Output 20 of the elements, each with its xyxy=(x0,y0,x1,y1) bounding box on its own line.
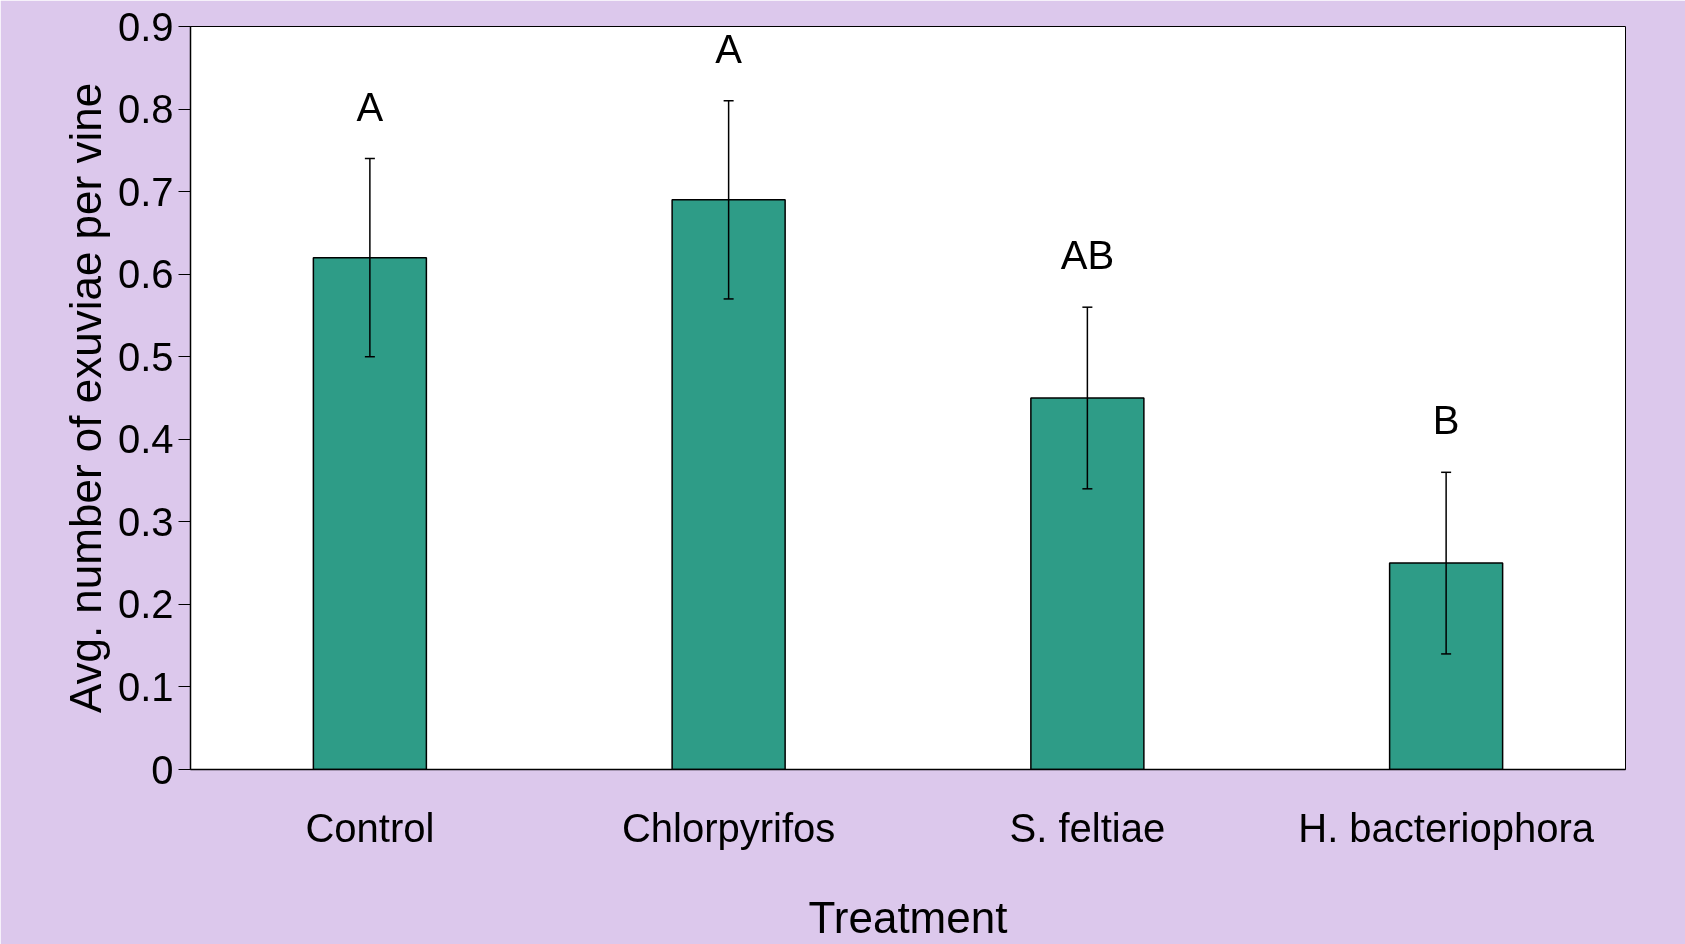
x-tick-label: Chlorpyrifos xyxy=(621,805,836,850)
y-tick-label: 0.8 xyxy=(117,87,174,132)
y-tick-label: 0.9 xyxy=(117,4,174,49)
y-tick-label: 0.7 xyxy=(117,169,174,214)
x-tick-label: H. bacteriophora xyxy=(1298,805,1595,850)
y-tick-label: 0.4 xyxy=(117,417,174,462)
annotation: A xyxy=(715,26,743,71)
annotation: A xyxy=(356,84,384,129)
annotation: AB xyxy=(1060,233,1115,278)
y-tick-label: 0 xyxy=(151,747,174,792)
y-tick-label: 0.2 xyxy=(117,582,174,627)
x-tick-label: S. feltiae xyxy=(1009,805,1166,850)
y-axis-title: Avg. number of exuviae per vine xyxy=(60,82,110,714)
y-tick-label: 0.1 xyxy=(117,664,174,709)
x-tick-label: Control xyxy=(305,805,435,850)
y-tick-label: 0.3 xyxy=(117,499,174,544)
annotation: B xyxy=(1432,398,1460,443)
y-tick-label: 0.5 xyxy=(117,334,174,379)
x-axis-title: Treatment xyxy=(808,892,1008,942)
y-tick-label: 0.6 xyxy=(117,252,174,297)
